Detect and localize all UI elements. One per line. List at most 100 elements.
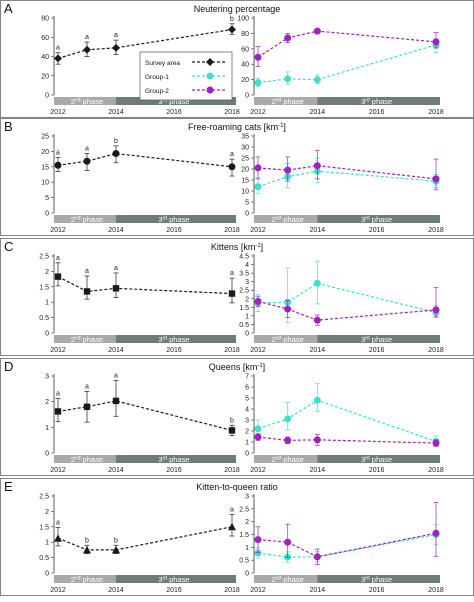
y-tick-label: 0 (245, 571, 249, 578)
phase-2-label: 2nd phase (71, 335, 103, 344)
data-point (313, 27, 321, 35)
x-tick-label-right: 2014 (310, 109, 326, 116)
phase-3-bar (116, 97, 236, 105)
phase-2-word: phase (81, 215, 104, 224)
x-tick-label-left: 2018 (224, 347, 240, 354)
phase-2-word: phase (81, 97, 104, 106)
data-point (313, 279, 321, 287)
x-tick-label-right: 2014 (310, 467, 326, 474)
phase-2-suffix: nd (75, 575, 81, 581)
panel-title: Queens [km-1] (209, 362, 265, 372)
data-point (313, 162, 321, 170)
phase-3-number: 3 (158, 575, 162, 584)
y-tick-label: 1 (245, 545, 249, 552)
y-tick-label: 0 (45, 211, 49, 218)
phase-2-suffix: nd (276, 455, 282, 461)
phase-3-label: 3rd phase (361, 215, 392, 224)
x-tick-label-left: 2018 (224, 227, 240, 234)
panel-letter: D (4, 359, 13, 374)
y-tick-label: 0.5 (239, 322, 249, 329)
x-tick-label-right: 2016 (369, 587, 385, 594)
phase-2-bar (54, 215, 116, 223)
y-tick-label: 3 (245, 494, 249, 501)
data-point (54, 161, 62, 169)
data-point (284, 538, 292, 546)
phase-2-bar (54, 575, 116, 583)
phase-3-number: 3 (361, 215, 365, 224)
x-tick-label-right: 2018 (428, 587, 444, 594)
panel-title-text: Neutering percentage (194, 4, 281, 14)
panel-title-superscript: -1 (255, 243, 261, 249)
series-line-group-2 (257, 300, 437, 321)
significance-letter: a (85, 383, 89, 390)
y-tick-label: 1 (245, 440, 249, 447)
x-tick-label-left: 2012 (50, 587, 66, 594)
phase-3-suffix: rd (163, 575, 168, 581)
significance-letter: a (56, 150, 60, 157)
legend-marker-group1 (206, 72, 214, 80)
y-tick-label: 5 (245, 396, 249, 403)
y-tick-label: 20 (241, 167, 249, 174)
y-tick-label: 5 (245, 200, 249, 207)
phase-3-suffix: rd (365, 575, 370, 581)
series-line-survey-area (57, 152, 233, 168)
data-point (112, 43, 120, 52)
data-point (83, 45, 91, 54)
significance-letter: b (114, 537, 118, 544)
phase-3-bar (116, 215, 236, 223)
x-tick-label-right: 2012 (250, 347, 266, 354)
series-line-group-2 (257, 30, 437, 58)
data-point (112, 545, 120, 554)
y-tick-label: 80 (241, 31, 249, 38)
panel-title-superscript: -1 (257, 363, 263, 369)
panel-letter: C (4, 239, 13, 254)
y-tick-label: 1.5 (239, 305, 249, 312)
phase-2-bar (254, 335, 318, 343)
data-point (228, 163, 236, 171)
phase-3-suffix: rd (365, 97, 370, 103)
y-tick-label: 1.5 (39, 284, 49, 291)
phase-3-bar (116, 335, 236, 343)
panel-title-text: Kittens [km (211, 242, 256, 252)
phase-2-suffix: nd (75, 97, 81, 103)
phase-3-word: phase (370, 335, 393, 344)
phase-2-word: phase (281, 97, 304, 106)
x-tick-label-right: 2014 (310, 587, 326, 594)
phase-3-suffix: rd (163, 455, 168, 461)
phase-2-number: 2 (71, 215, 75, 224)
phase-3-suffix: rd (365, 335, 370, 341)
data-point (284, 415, 292, 423)
legend-marker-survey (206, 58, 214, 66)
x-tick-label-right: 2012 (250, 227, 266, 234)
significance-letter: a (85, 146, 89, 153)
data-point (432, 38, 440, 46)
phase-3-number: 3 (361, 455, 365, 464)
data-point (432, 175, 440, 183)
legend-box (139, 51, 233, 101)
panel-title-end: ] (283, 122, 286, 132)
panel-B: B Free-roaming cats [km-1]0510152025aaba0… (0, 118, 474, 236)
data-point (432, 439, 440, 447)
significance-letter: a (56, 519, 60, 526)
data-point (284, 305, 292, 313)
y-tick-label: 2 (45, 269, 49, 276)
y-tick-label: 2 (45, 509, 49, 516)
phase-2-bar (54, 97, 116, 105)
phase-3-word: phase (370, 97, 393, 106)
data-point (313, 396, 321, 404)
y-tick-label: 30 (241, 145, 249, 152)
series-line-survey-area (57, 28, 233, 59)
x-tick-label-right: 2018 (428, 347, 444, 354)
phase-2-suffix: nd (276, 215, 282, 221)
data-point (54, 534, 62, 542)
significance-letter: a (230, 506, 234, 513)
panel-title-text: Free-roaming cats [km (188, 122, 278, 132)
y-tick-label: 35 (241, 134, 249, 141)
y-tick-label: 7 (245, 374, 249, 381)
y-tick-label: 40 (241, 62, 249, 69)
x-tick-label-left: 2016 (166, 347, 182, 354)
phase-3-word: phase (167, 97, 190, 106)
x-tick-label-left: 2014 (108, 347, 124, 354)
data-point (313, 553, 321, 561)
phase-3-word: phase (167, 335, 190, 344)
